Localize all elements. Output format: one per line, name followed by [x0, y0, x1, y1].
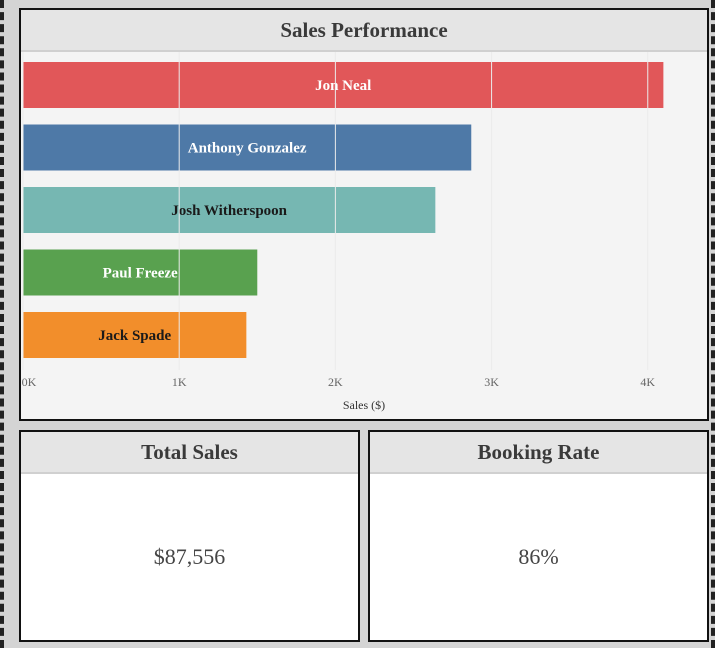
- bar-label: Jack Spade: [98, 328, 171, 344]
- total-sales-value: $87,556: [153, 544, 226, 569]
- chart-area: Jon Neal Anthony Gonzalez Josh Witherspoon…: [21, 52, 707, 419]
- booking-rate-title: Booking Rate: [370, 432, 707, 474]
- bar-label: Paul Freeze: [103, 266, 178, 282]
- sales-performance-panel: Sales Performance Jon Neal Anthony Gonzal…: [19, 8, 709, 421]
- bar-label: Josh Witherspoon: [171, 203, 287, 219]
- x-axis-label: Sales ($): [343, 398, 385, 412]
- sales-performance-title: Sales Performance: [21, 10, 707, 52]
- bar-josh-witherspoon[interactable]: [23, 187, 436, 233]
- bar-label: Anthony Gonzalez: [188, 141, 307, 157]
- sales-bar-chart: Jon Neal Anthony Gonzalez Josh Witherspoon…: [22, 52, 664, 412]
- bar-anthony-gonzalez[interactable]: [23, 124, 472, 171]
- x-tick-label: 2K: [328, 375, 343, 389]
- total-sales-panel: Total Sales $87,556: [19, 430, 360, 642]
- bar-jack-spade[interactable]: [23, 312, 247, 358]
- x-tick-label: 1K: [172, 375, 187, 389]
- x-tick-label: 0K: [22, 375, 37, 389]
- booking-rate-panel: Booking Rate 86%: [368, 430, 709, 642]
- bar-jon-neal[interactable]: [23, 62, 664, 108]
- bar-label: Jon Neal: [315, 78, 371, 94]
- x-tick-label: 3K: [484, 375, 499, 389]
- booking-rate-value: 86%: [518, 544, 559, 569]
- total-sales-title: Total Sales: [21, 432, 358, 474]
- bar-paul-freeze[interactable]: [23, 249, 258, 296]
- x-tick-label: 4K: [640, 375, 655, 389]
